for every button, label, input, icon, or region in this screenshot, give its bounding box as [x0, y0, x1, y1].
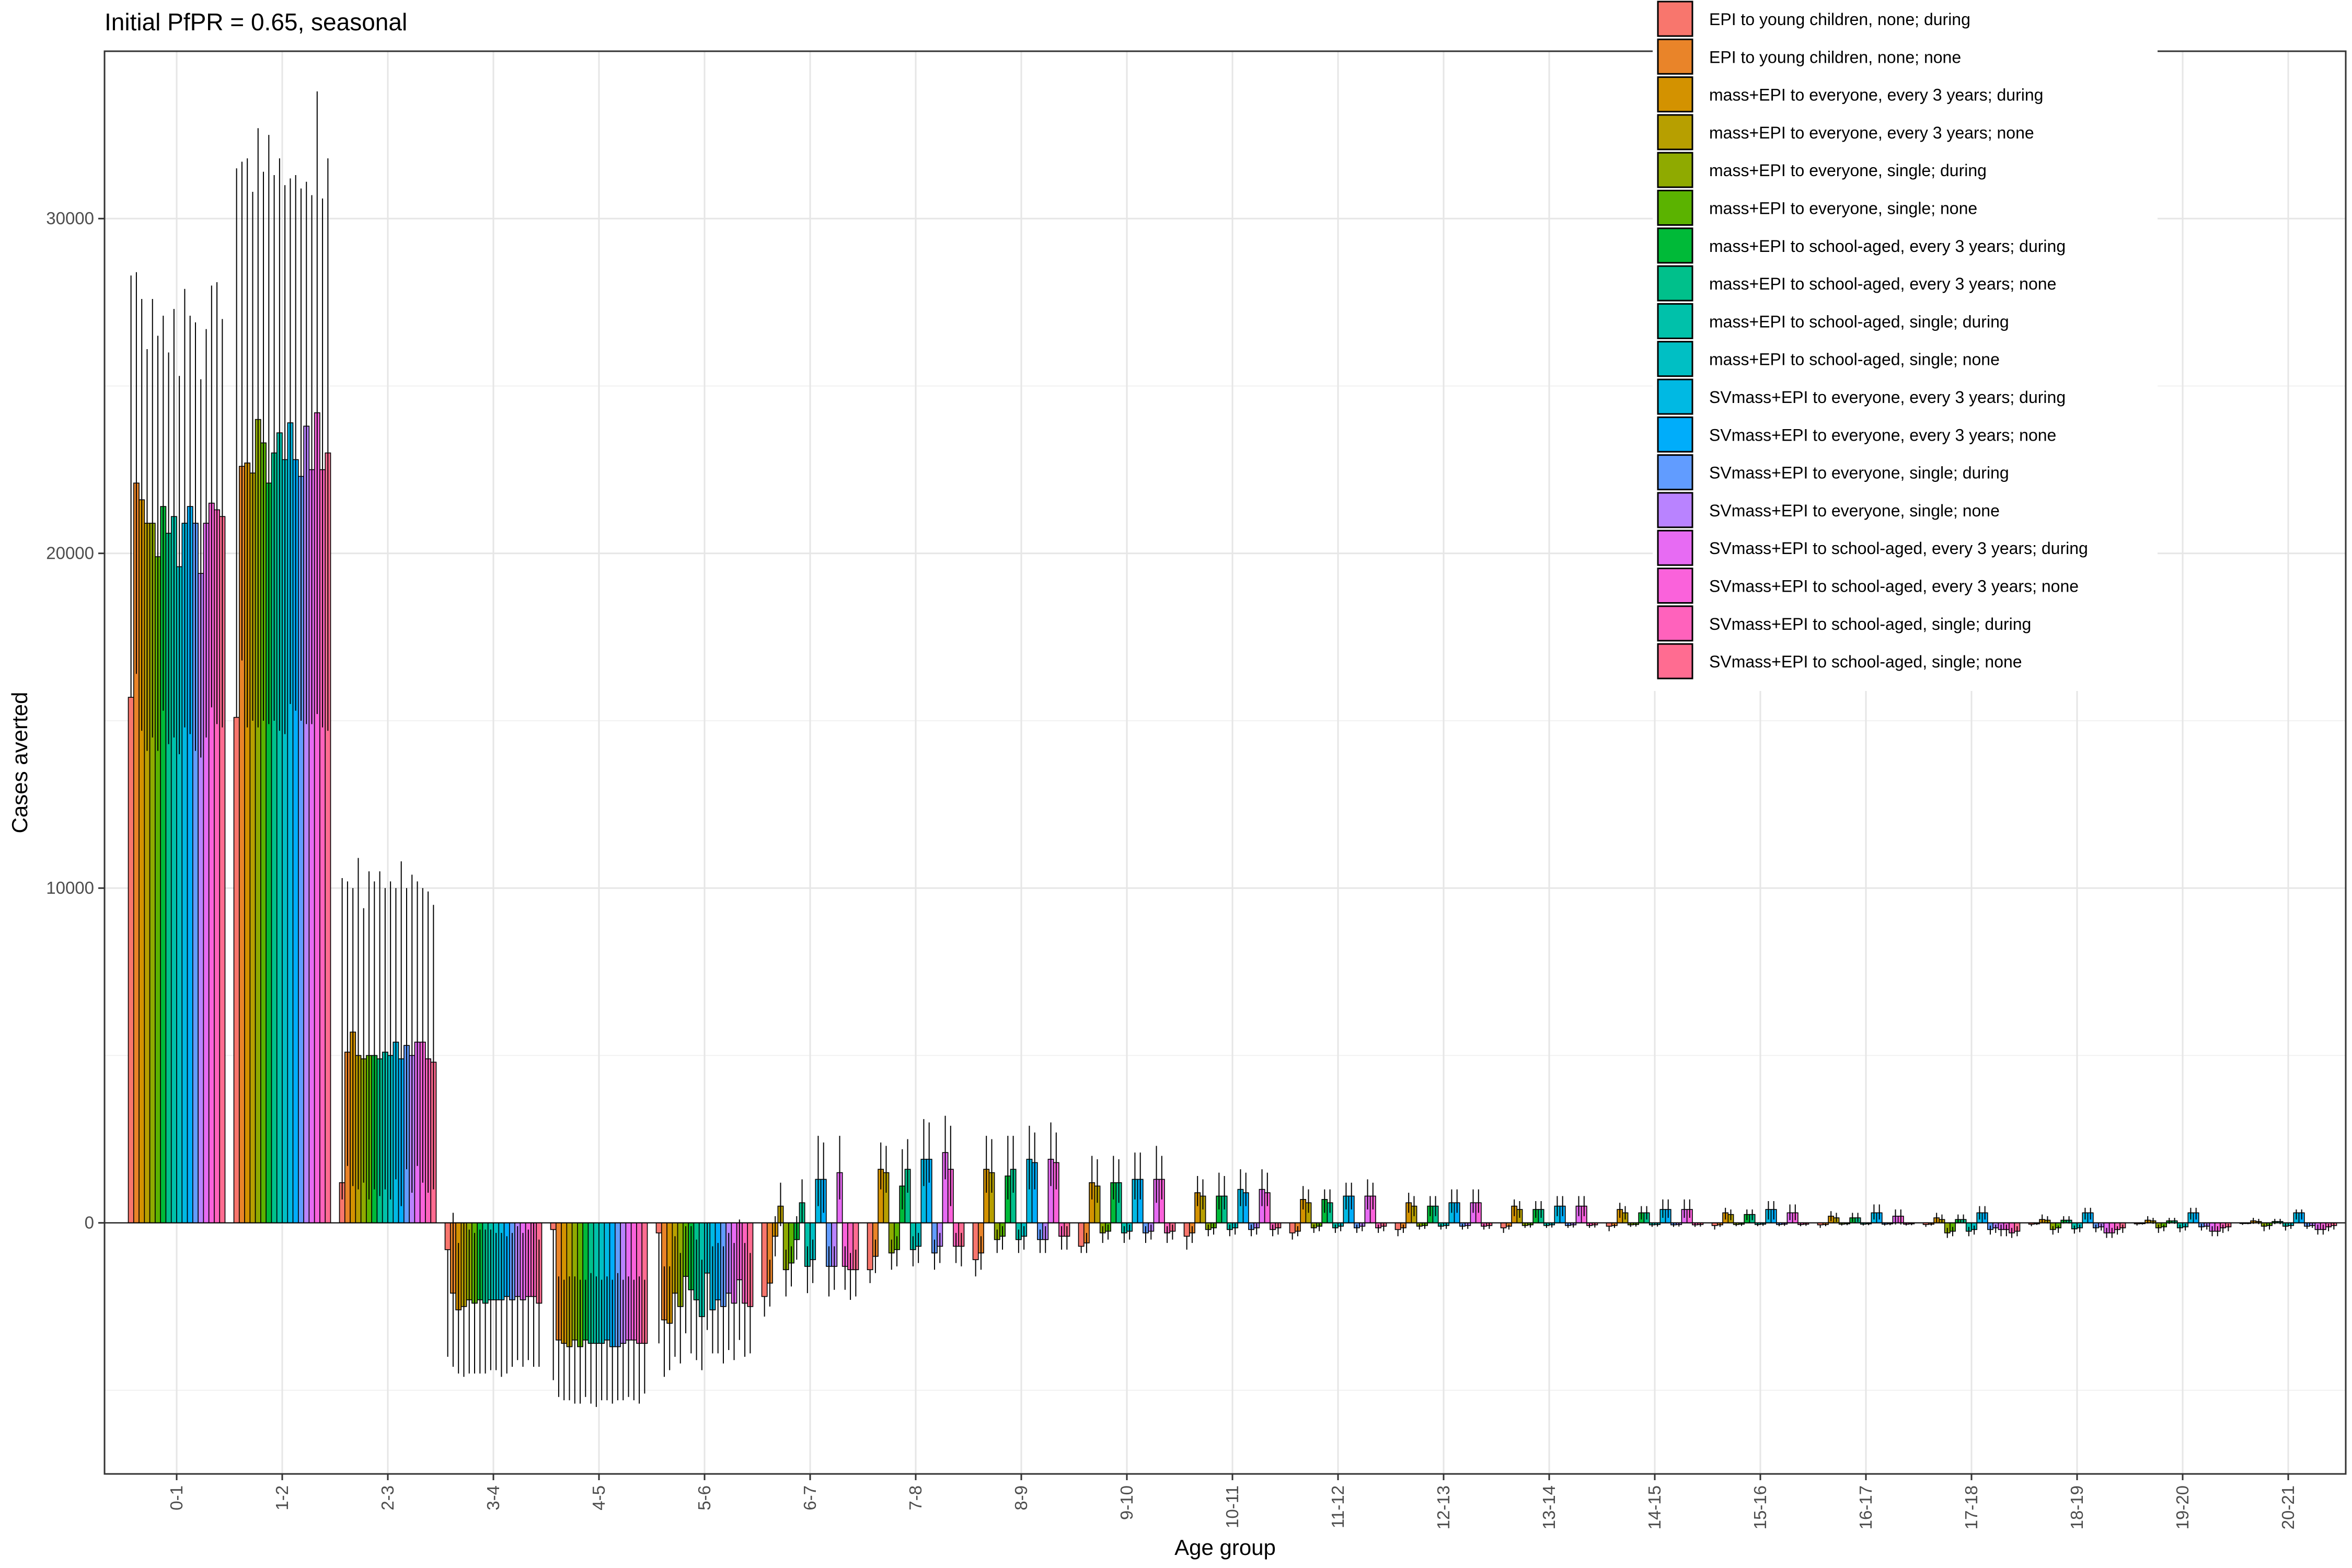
legend-background [1653, 0, 2158, 691]
legend-key [1657, 378, 1693, 415]
x-tick-label: 5-6 [695, 1485, 714, 1511]
legend-key [1657, 568, 1693, 604]
legend-label: EPI to young children, none; during [1709, 10, 1970, 29]
bar [233, 717, 240, 1224]
x-tick-label: 14-15 [1645, 1485, 1664, 1529]
x-tick-label: 13-14 [1539, 1485, 1559, 1529]
bar [128, 697, 134, 1224]
x-tick-label: 11-12 [1328, 1485, 1347, 1528]
legend-label: mass+EPI to school-aged, single; during [1709, 312, 2009, 331]
legend-label: SVmass+EPI to school-aged, single; durin… [1709, 615, 2031, 633]
legend-label: SVmass+EPI to school-aged, every 3 years… [1709, 539, 2088, 558]
y-axis-title: Cases averted [7, 692, 32, 834]
legend-key [1657, 1, 1693, 37]
legend-label: SVmass+EPI to school-aged, single; none [1709, 652, 2022, 671]
legend-key [1657, 454, 1693, 491]
legend-label: SVmass+EPI to school-aged, every 3 years… [1709, 577, 2079, 596]
bar [1500, 1222, 1507, 1229]
x-tick-label: 2-3 [378, 1485, 397, 1511]
legend-key [1657, 114, 1693, 151]
x-tick-label: 10-11 [1223, 1485, 1242, 1528]
legend-label: EPI to young children, none; none [1709, 48, 1961, 66]
legend-key [1657, 529, 1693, 566]
legend-key [1657, 190, 1693, 226]
bar [761, 1222, 768, 1297]
legend: EPI to young children, none; during EPI t… [1653, 0, 2158, 691]
bar [550, 1222, 557, 1230]
x-tick-label: 6-7 [800, 1485, 820, 1511]
legend-label: mass+EPI to school-aged, every 3 years; … [1709, 274, 2056, 293]
x-tick-label: 19-20 [2173, 1485, 2192, 1529]
legend-key [1657, 416, 1693, 453]
legend-key [1657, 152, 1693, 188]
x-tick-label: 12-13 [1434, 1485, 1453, 1529]
y-tick-label: 0 [85, 1213, 94, 1232]
x-tick-label: 18-19 [2067, 1485, 2086, 1529]
x-tick-label: 9-10 [1117, 1485, 1136, 1520]
x-tick-label: 8-9 [1011, 1485, 1031, 1511]
x-tick-label: 7-8 [906, 1485, 925, 1511]
legend-key [1657, 605, 1693, 642]
x-tick-label: 16-17 [1856, 1485, 1875, 1529]
legend-label: mass+EPI to school-aged, every 3 years; … [1709, 237, 2066, 256]
legend-key [1657, 38, 1693, 75]
legend-label: SVmass+EPI to everyone, every 3 years; d… [1709, 388, 2066, 407]
x-tick-label: 0-1 [167, 1485, 186, 1511]
bar [444, 1222, 451, 1250]
x-axis-title: Age group [1174, 1535, 1276, 1560]
legend-key [1657, 341, 1693, 377]
x-axis: 0-1 1-2 2-3 3-4 4-5 5-6 6-7 7-8 8-9 9-10 10-11 11-1… [167, 1474, 2298, 1529]
legend-label: SVmass+EPI to everyone, every 3 years; n… [1709, 425, 2056, 444]
legend-key [1657, 303, 1693, 339]
bar [1394, 1222, 1401, 1230]
x-tick-label: 4-5 [589, 1485, 608, 1511]
legend-label: mass+EPI to everyone, single; during [1709, 161, 1987, 180]
legend-label: mass+EPI to everyone, every 3 years; dur… [1709, 86, 2043, 105]
legend-label: mass+EPI to everyone, single; none [1709, 199, 1977, 218]
legend-key [1657, 643, 1693, 679]
bar [1078, 1222, 1085, 1247]
x-tick-label: 1-2 [272, 1485, 292, 1511]
y-tick-label: 20000 [46, 544, 94, 563]
y-axis: 0 10000 20000 30000 [46, 209, 105, 1232]
legend-label: SVmass+EPI to everyone, single; during [1709, 464, 2009, 482]
x-tick-label: 15-16 [1750, 1485, 1770, 1529]
x-tick-label: 20-21 [2278, 1485, 2298, 1529]
bar [1183, 1222, 1190, 1237]
legend-label: mass+EPI to everyone, every 3 years; non… [1709, 123, 2034, 142]
y-tick-label: 10000 [46, 878, 94, 897]
legend-label: SVmass+EPI to everyone, single; none [1709, 501, 2000, 520]
plot-panel-border [103, 50, 2347, 1475]
legend-key [1657, 265, 1693, 302]
bar [972, 1222, 979, 1260]
legend-key [1657, 76, 1693, 113]
bar [867, 1222, 873, 1271]
x-tick-label: 17-18 [1962, 1485, 1981, 1529]
legend-key [1657, 492, 1693, 528]
x-tick-label: 3-4 [483, 1485, 503, 1511]
bar [1289, 1222, 1296, 1233]
bar [655, 1222, 662, 1233]
y-tick-label: 30000 [46, 209, 94, 228]
error-bars [130, 91, 2335, 1407]
chart-title: Initial PfPR = 0.65, seasonal [105, 8, 407, 36]
legend-label: mass+EPI to school-aged, single; none [1709, 350, 2000, 369]
legend-key [1657, 227, 1693, 264]
